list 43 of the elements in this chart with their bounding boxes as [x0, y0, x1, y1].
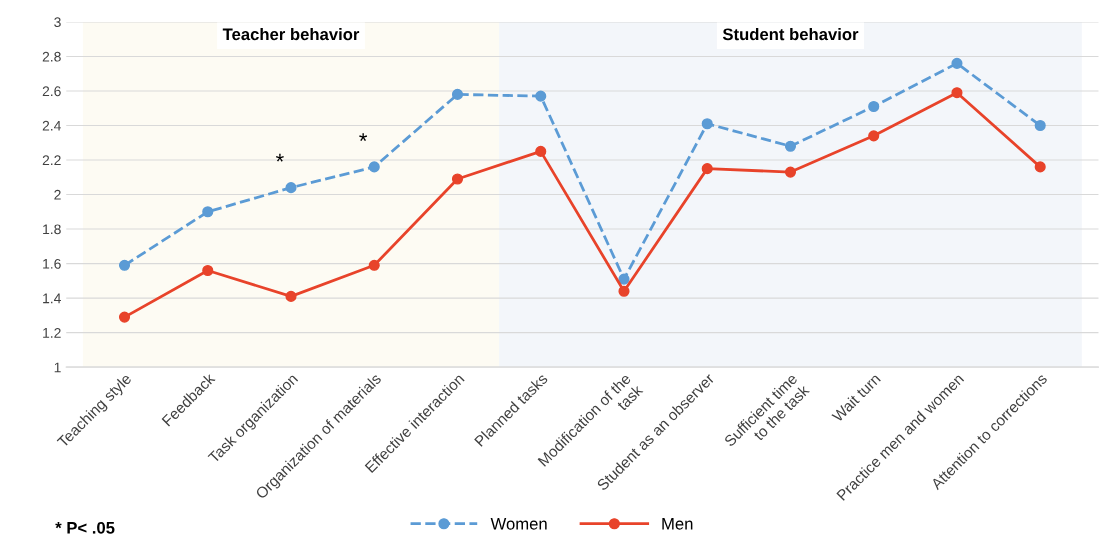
point	[118, 311, 131, 323]
point	[951, 87, 963, 99]
y-tick-label: 2.8	[42, 51, 61, 62]
point	[368, 161, 380, 173]
y-tick-label: 1	[54, 362, 61, 373]
point	[951, 57, 963, 69]
point	[868, 130, 880, 142]
point	[868, 100, 880, 113]
point	[202, 206, 214, 218]
point	[535, 90, 547, 102]
y-tick-label: 1.6	[43, 258, 61, 269]
point	[202, 264, 214, 277]
point	[784, 140, 797, 152]
band-label: Teacher behavior	[222, 27, 360, 41]
point	[618, 285, 630, 297]
y-tick-label: 2.2	[42, 155, 61, 166]
legend-label: Men	[662, 518, 693, 530]
y-tick-label: 1.4	[43, 293, 61, 304]
point	[368, 259, 380, 271]
band-label: Student behavior	[722, 27, 859, 41]
legend-label: Women	[490, 518, 547, 530]
point	[118, 259, 131, 271]
point	[285, 290, 297, 302]
point	[701, 118, 713, 130]
point	[285, 182, 297, 194]
y-tick-label: 2.4	[42, 120, 61, 131]
point	[1034, 119, 1046, 132]
annotation: *	[275, 153, 284, 162]
point	[618, 273, 630, 285]
text: * P< .05	[55, 521, 115, 534]
y-tick-label: 2	[54, 189, 61, 200]
point	[451, 88, 464, 100]
point	[451, 173, 464, 185]
point	[701, 163, 713, 175]
y-tick-label: 1.2	[43, 327, 61, 338]
point	[784, 166, 797, 178]
annotation: *	[359, 133, 368, 141]
y-tick-label: 3	[54, 17, 61, 28]
x-tick-label: Wait turn	[830, 372, 881, 423]
y-tick-label: 1.8	[43, 224, 61, 235]
point	[535, 145, 547, 157]
y-tick-label: 2.6	[42, 86, 61, 97]
point	[1034, 161, 1046, 173]
